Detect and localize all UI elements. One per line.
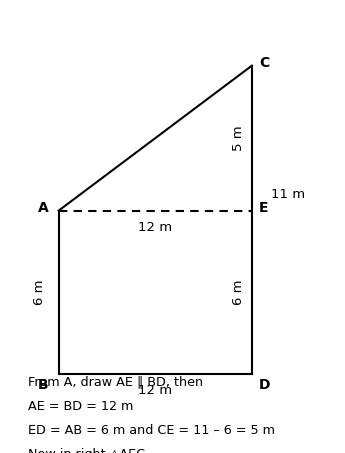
- Text: D: D: [259, 378, 270, 392]
- Text: 6 m: 6 m: [231, 280, 245, 305]
- Text: AE = BD = 12 m: AE = BD = 12 m: [28, 400, 133, 413]
- Text: 6 m: 6 m: [33, 280, 46, 305]
- Text: 12 m: 12 m: [138, 221, 172, 234]
- Text: ED = AB = 6 m and CE = 11 – 6 = 5 m: ED = AB = 6 m and CE = 11 – 6 = 5 m: [28, 424, 275, 437]
- Text: 5 m: 5 m: [231, 125, 245, 151]
- Text: B: B: [38, 378, 48, 392]
- Text: A: A: [38, 202, 48, 215]
- Text: E: E: [259, 202, 268, 215]
- Text: 11 m: 11 m: [271, 188, 305, 201]
- Text: From A, draw AE ∥ BD, then: From A, draw AE ∥ BD, then: [28, 376, 203, 389]
- Text: Now in right △AEC: Now in right △AEC: [28, 448, 145, 453]
- Text: C: C: [259, 57, 269, 70]
- Text: 12 m: 12 m: [138, 384, 172, 397]
